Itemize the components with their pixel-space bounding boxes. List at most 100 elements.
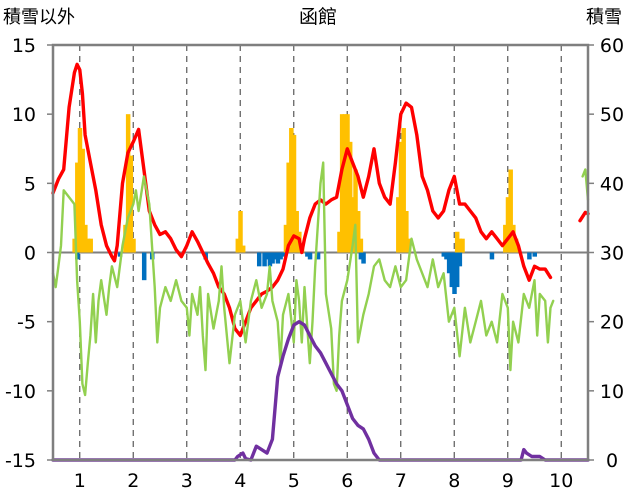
bar-blue-9	[270, 252, 275, 264]
bar-blue-23	[452, 252, 457, 294]
bar-blue-8	[267, 252, 273, 267]
bar-orange-42	[513, 238, 519, 253]
bar-orange-36	[457, 238, 463, 253]
bar-blue-21	[446, 252, 452, 274]
bar-orange-1	[75, 162, 80, 253]
y-left-tick-label: -5	[17, 312, 36, 334]
bar-orange-32	[401, 128, 406, 253]
bar-orange-23	[342, 114, 348, 253]
bar-blue-15	[307, 252, 313, 260]
bar-orange-14	[283, 224, 289, 253]
bar-orange-37	[460, 238, 465, 253]
bar-orange-25	[347, 141, 353, 253]
bar-blue-18	[361, 252, 366, 264]
bar-orange-38	[503, 224, 508, 253]
bar-blue-17	[358, 252, 364, 260]
bar-blue-24	[454, 252, 460, 288]
bar-orange-3	[80, 148, 85, 253]
x-tick-label: 2	[127, 470, 139, 492]
bar-blue-25	[457, 252, 463, 267]
x-tick-label: 9	[502, 470, 514, 492]
bar-blue-10	[273, 252, 278, 260]
y-right-tick-label: 20	[600, 312, 624, 334]
x-tick-label: 3	[181, 470, 193, 492]
x-tick-label: 1	[74, 470, 86, 492]
bar-blue-27	[527, 252, 532, 260]
bar-orange-40	[508, 169, 513, 253]
bar-orange-24	[345, 114, 350, 253]
bar-blue-2	[141, 252, 147, 281]
bar-orange-6	[88, 238, 93, 253]
y-right-tick-label: 50	[600, 104, 624, 126]
bar-blue-20	[444, 252, 449, 260]
bar-orange-10	[131, 238, 136, 253]
bar-blue-1	[117, 252, 123, 257]
bar-orange-12	[238, 211, 243, 253]
bar-orange-41	[511, 224, 516, 253]
x-tick-label: 10	[549, 470, 573, 492]
bar-blue-19	[441, 252, 447, 257]
bar-blue-7	[265, 252, 270, 260]
bar-orange-28	[355, 211, 361, 253]
bar-blue-28	[532, 252, 537, 257]
y-right-tick-label: 60	[600, 35, 624, 57]
bar-blue-16	[315, 252, 321, 260]
x-tick-label: 8	[448, 470, 460, 492]
bar-orange-4	[83, 224, 88, 253]
bar-orange-31	[398, 141, 404, 253]
y-left-tick-label: 5	[24, 173, 36, 195]
y-left-tick-label: 0	[24, 243, 36, 265]
bar-orange-17	[291, 134, 297, 253]
bar-blue-6	[262, 252, 267, 267]
x-tick-label: 4	[234, 470, 246, 492]
bar-orange-22	[339, 114, 345, 253]
bar-orange-21	[337, 231, 342, 253]
bar-orange-39	[505, 197, 511, 253]
bar-blue-5	[256, 252, 262, 267]
bar-blue-26	[489, 252, 495, 260]
bar-orange-33	[404, 211, 409, 253]
bar-orange-7	[123, 224, 128, 253]
y-right-tick-label: 40	[600, 173, 624, 195]
series-red-line-0	[51, 62, 553, 338]
y-right-tick-label: 0	[606, 450, 618, 472]
bar-orange-16	[289, 128, 294, 253]
left-axis-label: 積雪以外	[3, 7, 75, 28]
bar-orange-0	[72, 238, 77, 253]
bar-orange-13	[240, 245, 246, 253]
plot-area	[51, 45, 590, 462]
chart-title: 函館	[299, 6, 337, 28]
series-green-line-0	[51, 161, 555, 397]
bar-blue-13	[281, 252, 286, 257]
bar-orange-34	[406, 238, 412, 253]
series-purple-line-0	[51, 320, 590, 462]
bar-orange-29	[358, 238, 364, 253]
y-left-tick-label: -15	[5, 450, 36, 472]
bar-orange-9	[128, 155, 134, 253]
bar-orange-5	[85, 238, 91, 253]
x-tick-label: 5	[288, 470, 300, 492]
y-right-tick-label: 10	[600, 381, 624, 403]
bar-blue-11	[275, 252, 281, 264]
bar-orange-8	[125, 114, 131, 253]
bar-orange-18	[294, 211, 299, 253]
y-left-tick-label: 15	[12, 35, 36, 57]
y-left-tick-label: -10	[5, 381, 36, 403]
bar-orange-15	[286, 162, 291, 253]
bar-orange-27	[353, 169, 358, 253]
y-left-tick-label: 10	[12, 104, 36, 126]
bar-orange-35	[454, 231, 460, 253]
x-tick-label: 7	[395, 470, 407, 492]
x-tick-label: 6	[341, 470, 353, 492]
bar-blue-14	[305, 252, 310, 257]
bar-orange-26	[350, 197, 356, 253]
bar-blue-22	[449, 252, 455, 288]
bar-orange-11	[235, 238, 241, 253]
bar-orange-2	[77, 128, 83, 253]
y-right-tick-label: 30	[600, 243, 624, 265]
right-axis-label: 積雪	[586, 7, 622, 28]
bar-orange-30	[396, 197, 401, 253]
bar-blue-12	[278, 252, 283, 260]
